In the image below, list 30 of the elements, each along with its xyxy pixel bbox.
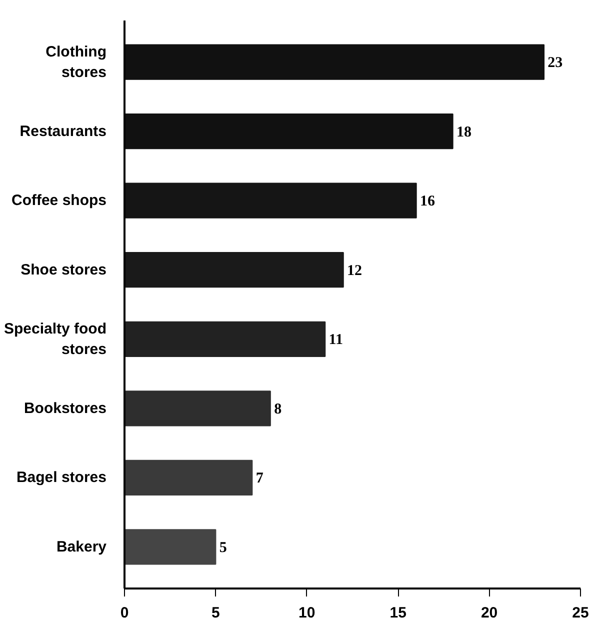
y-tick-label: Shoe stores	[20, 261, 107, 278]
y-tick-label: Restaurants	[20, 122, 107, 140]
data-label: 7	[256, 470, 264, 487]
x-tick-label: 20	[480, 604, 498, 622]
bar	[124, 321, 326, 357]
bar	[124, 529, 216, 565]
bar	[124, 390, 271, 426]
bar	[124, 252, 344, 288]
y-tick-label: Clothing stores	[46, 43, 107, 81]
data-label: 12	[347, 262, 362, 279]
x-tick-label: 25	[572, 604, 589, 622]
x-tick-label: 15	[390, 604, 406, 622]
x-tick-label: 5	[212, 604, 220, 622]
y-tick-label: Specialty food stores	[4, 320, 107, 358]
data-label: 11	[328, 332, 343, 348]
bar	[124, 114, 454, 150]
data-label: 5	[219, 540, 227, 556]
data-label: 23	[548, 55, 563, 72]
bar	[124, 182, 417, 218]
y-tick-label: Coffee shops	[11, 192, 107, 210]
bar	[124, 460, 253, 496]
data-label: 18	[456, 124, 472, 140]
bar	[124, 44, 545, 80]
x-tick-label: 0	[120, 604, 129, 622]
y-tick-label: Bagel stores	[16, 469, 107, 486]
x-tick-label: 10	[298, 604, 316, 622]
data-label: 8	[274, 401, 282, 418]
y-tick-label: Bookstores	[24, 400, 107, 417]
y-tick-label: Bakery	[56, 538, 108, 556]
data-label: 16	[420, 194, 436, 210]
